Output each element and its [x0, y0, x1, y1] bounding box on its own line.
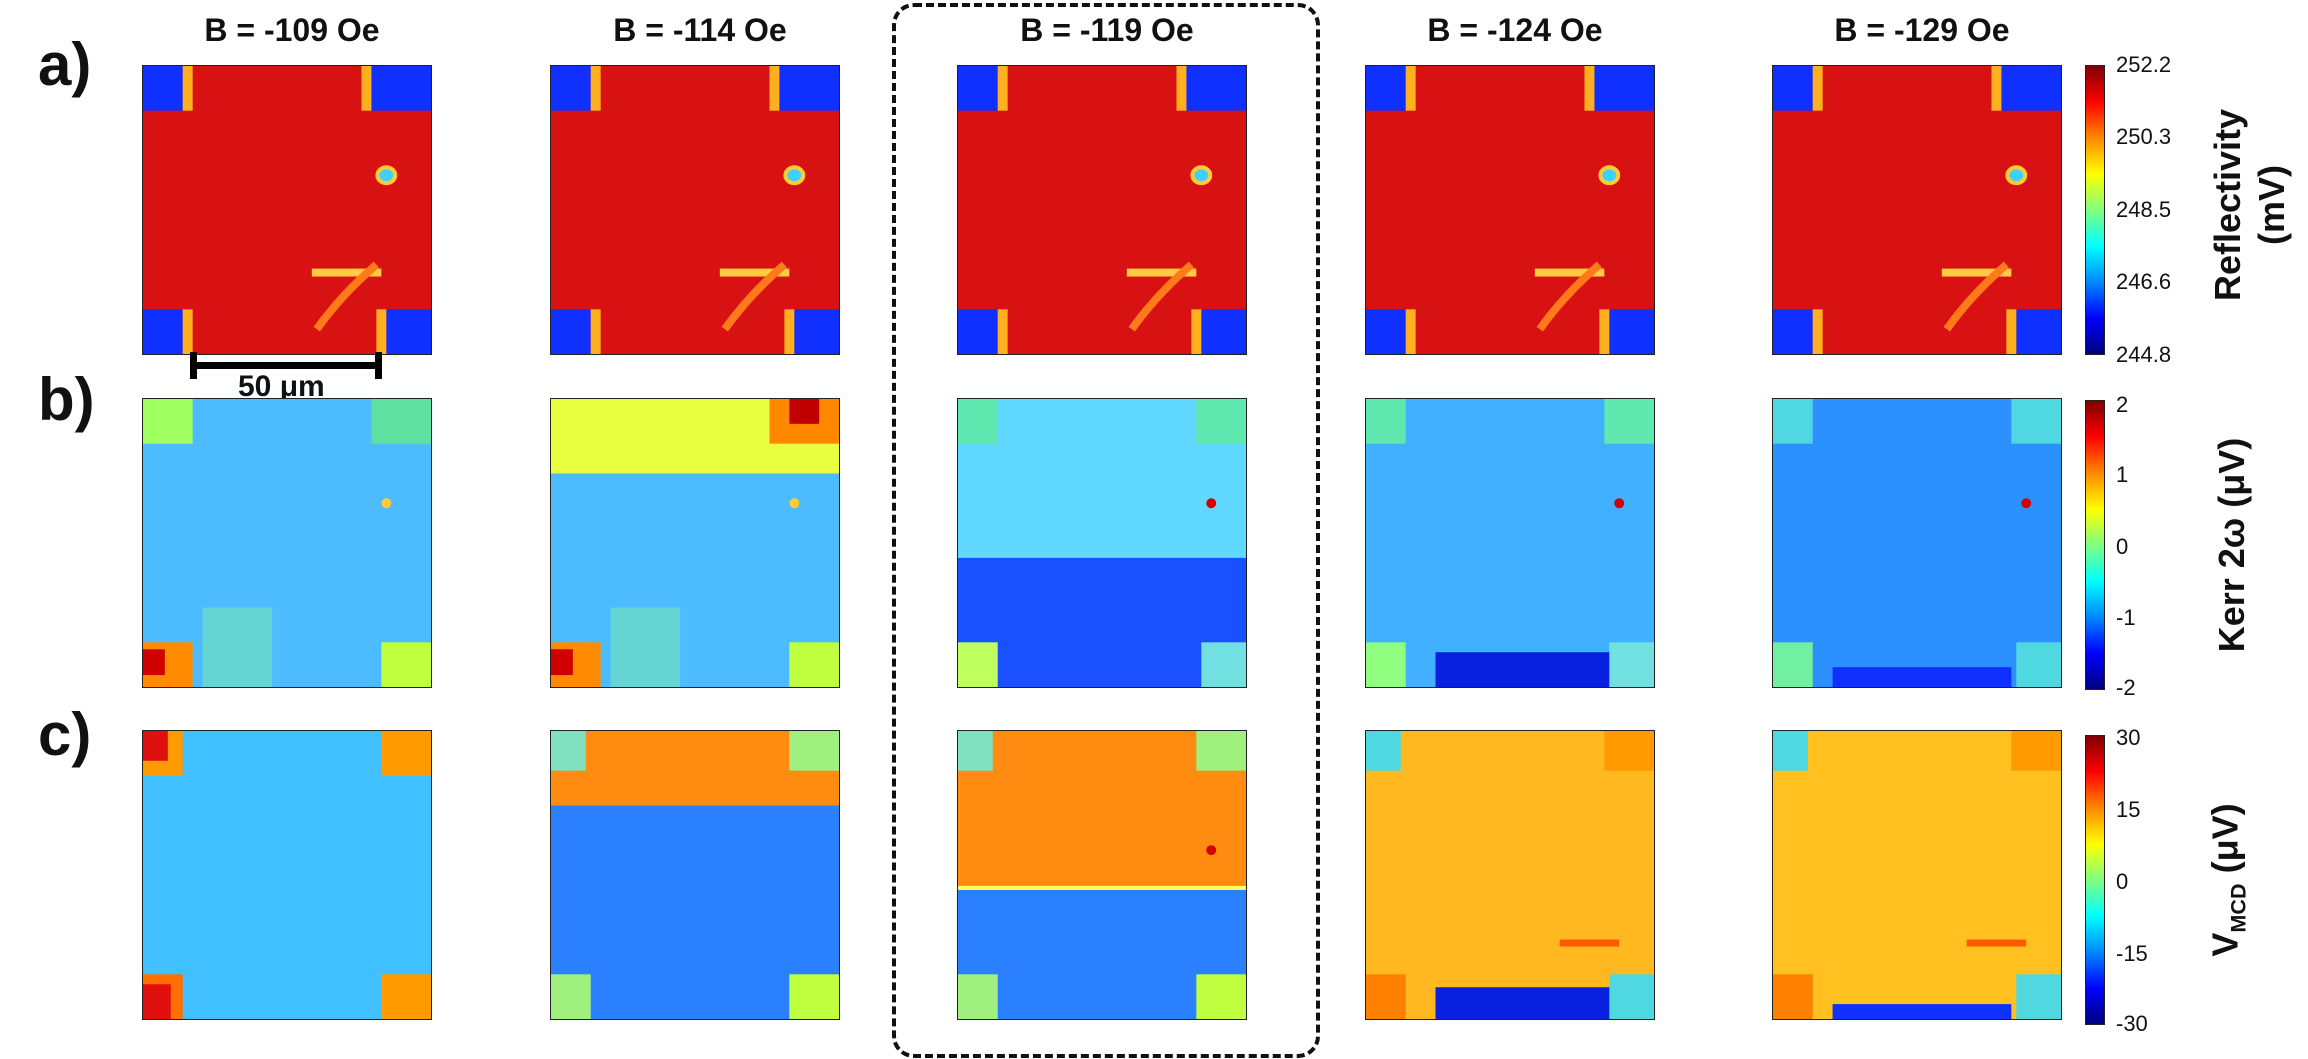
panel-c-2 [550, 730, 840, 1020]
colorbar-c-tick: 0 [2116, 869, 2129, 894]
column-title-3: B = -119 Oe [1020, 12, 1194, 48]
colorbar-b-tick: -2 [2116, 675, 2136, 700]
panel-c-5 [1772, 730, 2062, 1020]
colorbar-b-label: Kerr 2ω (μV) [2211, 437, 2252, 653]
colorbar-b-tick: -1 [2116, 605, 2136, 630]
colorbar-a-label: Reflectivity (mV) [2207, 108, 2292, 302]
panel-a-5 [1772, 65, 2062, 355]
panel-b-1 [142, 398, 432, 688]
scale-bar [190, 352, 382, 379]
colorbar-c-tick: 30 [2116, 725, 2141, 750]
column-title-5: B = -129 Oe [1834, 12, 2010, 48]
colorbar-a-tick: 244.8 [2116, 342, 2172, 367]
column-title-2: B = -114 Oe [613, 12, 787, 48]
row-label-a: a) [38, 31, 92, 98]
panel-b-5 [1772, 398, 2062, 688]
panel-c-3 [957, 730, 1247, 1020]
panel-b-3 [957, 398, 1247, 688]
colorbar-b-tick: 2 [2116, 392, 2129, 417]
colorbar-vmcd [2085, 735, 2105, 1025]
row-label-b: b) [38, 366, 95, 433]
highlight-box [892, 3, 1320, 1058]
panel-a-4 [1365, 65, 1655, 355]
scale-bar-label: 50 μm [238, 370, 325, 403]
colorbar-a-tick: 246.6 [2116, 269, 2172, 294]
colorbar-reflectivity [2085, 65, 2105, 355]
colorbar-b-tick: 1 [2116, 462, 2129, 487]
row-label-c: c) [38, 701, 92, 768]
panel-a-3 [957, 65, 1247, 355]
panel-a-1 [142, 65, 432, 355]
colorbar-a-tick: 252.2 [2116, 52, 2172, 77]
panel-c-1 [142, 730, 432, 1020]
panel-b-2 [550, 398, 840, 688]
panel-c-4 [1365, 730, 1655, 1020]
panel-a-2 [550, 65, 840, 355]
colorbar-c-tick: -15 [2116, 941, 2148, 966]
column-title-4: B = -124 Oe [1427, 12, 1603, 48]
colorbar-a-tick: 250.3 [2116, 124, 2172, 149]
colorbar-c-tick: 15 [2116, 797, 2141, 822]
colorbar-b-tick: 0 [2116, 534, 2129, 559]
column-title-1: B = -109 Oe [204, 12, 380, 48]
colorbar-kerr [2085, 400, 2105, 690]
panel-b-4 [1365, 398, 1655, 688]
colorbar-c-label: VMCD (μV) [2204, 803, 2251, 957]
colorbar-c-tick: -30 [2116, 1011, 2148, 1036]
colorbar-a-tick: 248.5 [2116, 197, 2172, 222]
